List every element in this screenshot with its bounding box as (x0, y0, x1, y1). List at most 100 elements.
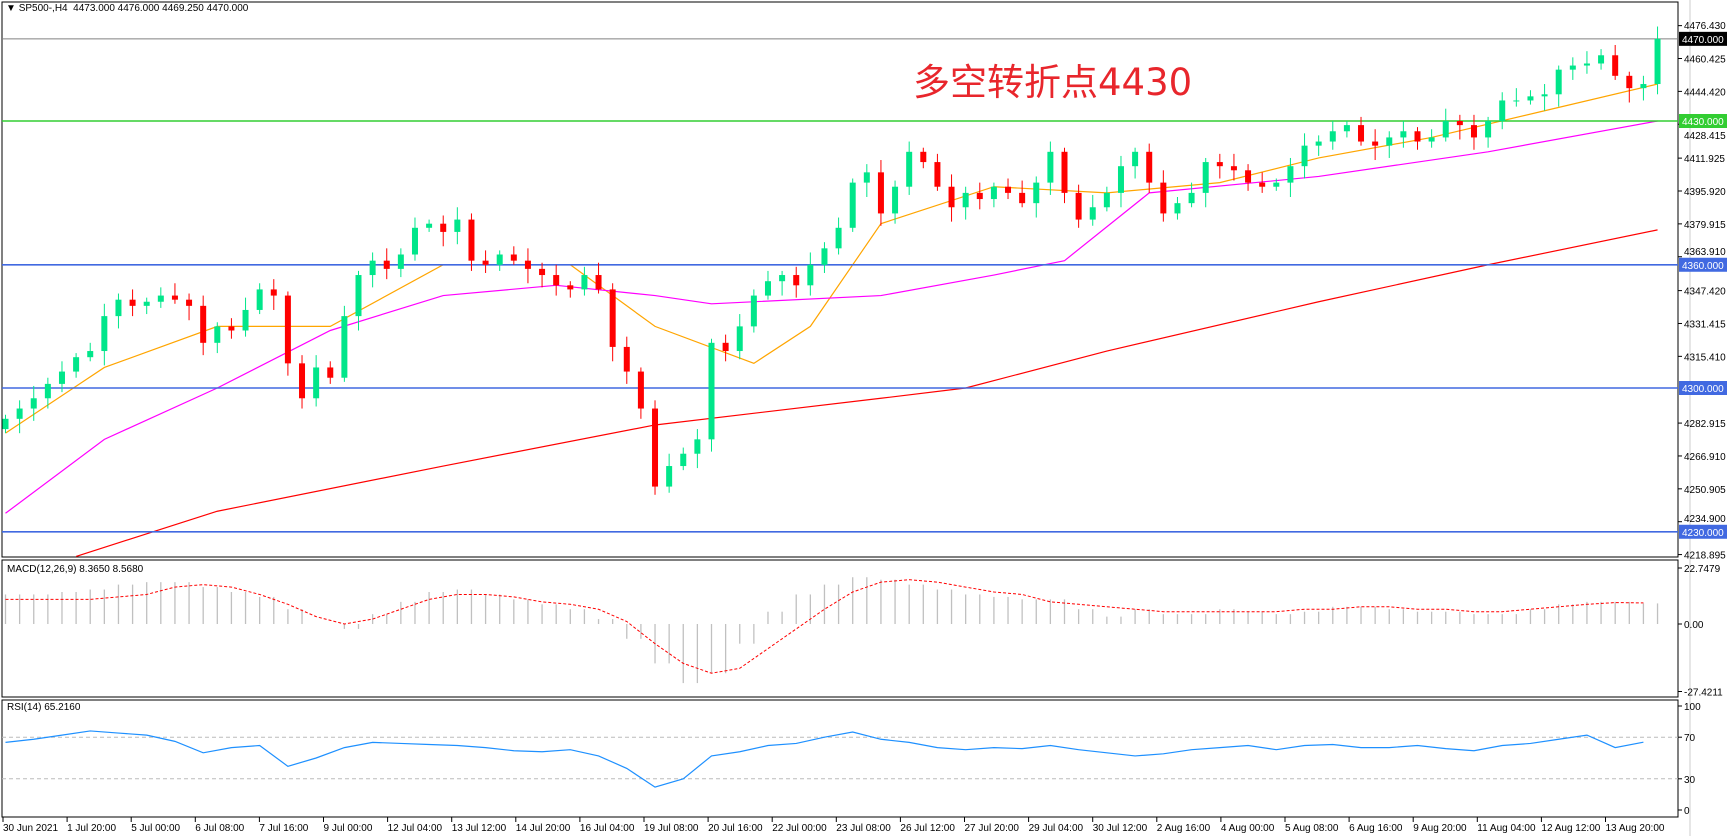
candle (270, 279, 277, 310)
candle-body (171, 295, 178, 300)
candle-body (482, 260, 489, 265)
x-tick-label: 26 Jul 12:00 (900, 823, 955, 834)
candle (1329, 121, 1336, 150)
y-tick-label: 4444.420 (1684, 87, 1726, 98)
candle-body (341, 316, 348, 378)
candle-body (228, 326, 235, 331)
price-level-badge (1679, 524, 1727, 539)
candle (1485, 116, 1492, 148)
candle-body (623, 346, 630, 372)
candle (369, 252, 376, 288)
candle (892, 180, 899, 224)
candle (1598, 49, 1605, 70)
y-tick-label: 4331.415 (1684, 319, 1726, 330)
candle-body (1075, 192, 1082, 220)
candle (835, 217, 842, 255)
ohlc-readout: 4473.000 4476.000 4469.250 4470.000 (73, 3, 249, 14)
candle-body (764, 281, 771, 296)
candle (1640, 75, 1647, 101)
rsi-y-tick-label: 70 (1684, 733, 1696, 744)
rsi-y-tick-label: 100 (1684, 702, 1701, 713)
candle (652, 400, 659, 495)
candle-body (990, 186, 997, 200)
triangle-down-icon[interactable]: ▼ (6, 3, 16, 14)
x-tick-label: 2 Aug 16:00 (1157, 823, 1211, 834)
candle-body (327, 367, 334, 378)
macd-y-tick-label: 22.7479 (1684, 564, 1721, 575)
candle (807, 252, 814, 296)
ma-fast-line (5, 83, 1658, 434)
candle (990, 182, 997, 208)
candle-body (1555, 69, 1562, 95)
candle (58, 361, 65, 393)
candle (849, 178, 856, 232)
candle-body (779, 275, 786, 282)
candle-body (30, 398, 37, 409)
candle-body (539, 268, 546, 276)
price-level-label: 4430.000 (1682, 117, 1724, 128)
candle-body (680, 453, 687, 467)
candle (355, 270, 362, 331)
chart-header: ▼ SP500-,H4 4473.000 4476.000 4469.250 4… (6, 3, 248, 14)
candle-body (1583, 63, 1590, 66)
x-tick-label: 1 Jul 20:00 (67, 823, 116, 834)
x-tick-label: 4 Aug 00:00 (1221, 823, 1275, 834)
candle (242, 297, 249, 337)
candle (567, 281, 574, 298)
y-tick-label: 4395.920 (1684, 187, 1726, 198)
x-tick-label: 6 Aug 16:00 (1349, 823, 1403, 834)
candle-body (1245, 170, 1252, 183)
x-tick-label: 5 Jul 00:00 (131, 823, 180, 834)
macd-panel (1, 559, 1679, 698)
candle (1456, 114, 1463, 140)
candle-body (666, 466, 673, 487)
candle-body (1541, 94, 1548, 97)
candle (327, 361, 334, 384)
y-tick-label: 4266.910 (1684, 452, 1726, 463)
candle-body (877, 172, 884, 214)
candle-body (1047, 151, 1054, 183)
candle-body (1146, 151, 1153, 183)
candle-body (256, 289, 263, 310)
candle (821, 242, 828, 273)
candle (1626, 71, 1633, 103)
candle-body (807, 264, 814, 286)
candle (1569, 57, 1576, 80)
candle-body (1259, 182, 1266, 187)
candle (1541, 84, 1548, 111)
candle (228, 318, 235, 339)
candle (16, 400, 23, 434)
candle (609, 283, 616, 362)
candle-body (934, 162, 941, 187)
x-tick-label: 5 Aug 08:00 (1285, 823, 1339, 834)
candle-body (1654, 38, 1661, 85)
candle-body (369, 260, 376, 276)
candle-body (1414, 131, 1421, 142)
y-tick-label: 4234.900 (1684, 514, 1726, 525)
candle (750, 289, 757, 333)
candle-body (835, 227, 842, 249)
x-tick-label: 13 Jul 12:00 (452, 823, 507, 834)
candle-body (1640, 84, 1647, 89)
y-tick-label: 4218.895 (1684, 551, 1726, 562)
candle-body (397, 254, 404, 269)
macd-signal-line (5, 579, 1644, 674)
candle-body (214, 326, 221, 343)
candle-body (609, 289, 616, 347)
x-tick-label: 30 Jul 12:00 (1093, 823, 1148, 834)
candle (581, 266, 588, 296)
price-level-label: 4230.000 (1682, 528, 1724, 539)
x-tick-label: 14 Jul 20:00 (516, 823, 571, 834)
candle (1555, 65, 1562, 107)
candle-body (1132, 151, 1139, 167)
candle (383, 248, 390, 280)
candle-body (242, 309, 249, 331)
x-tick-label: 22 Jul 00:00 (772, 823, 827, 834)
candle (1527, 90, 1534, 105)
price-level-label: 4360.000 (1682, 261, 1724, 272)
candle-body (270, 289, 277, 296)
candle-body (694, 439, 701, 454)
candle (1428, 129, 1435, 148)
candle-body (468, 219, 475, 261)
